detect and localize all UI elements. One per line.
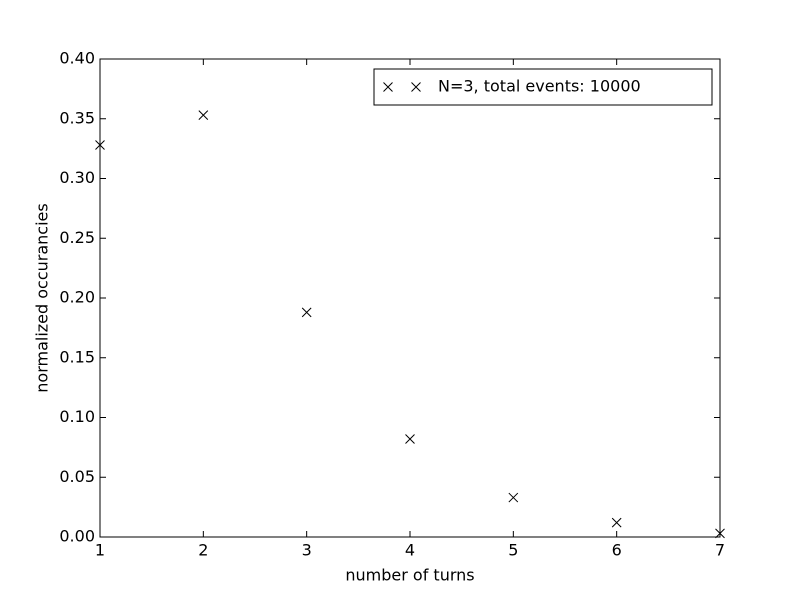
y-tick-label: 0.35 [59, 108, 95, 127]
y-tick-label: 0.40 [59, 49, 95, 68]
data-point [198, 110, 209, 121]
x-tick-label: 7 [715, 541, 725, 560]
data-point [301, 307, 312, 318]
x-tick-label: 5 [508, 541, 518, 560]
data-point [611, 517, 622, 528]
data-point [405, 434, 415, 444]
x-tick-label: 4 [405, 541, 415, 560]
y-tick-label: 0.20 [59, 288, 95, 307]
x-tick-label: 6 [612, 541, 622, 560]
legend-marker [383, 82, 393, 92]
y-tick-label: 0.15 [59, 347, 95, 366]
x-tick-label: 3 [302, 541, 312, 560]
y-tick-label: 0.00 [59, 527, 95, 546]
y-tick-label: 0.25 [59, 228, 95, 247]
legend-label: N=3, total events: 10000 [438, 77, 641, 96]
x-tick-label: 1 [95, 541, 105, 560]
legend-box [373, 68, 713, 106]
x-tick-label: 2 [198, 541, 208, 560]
y-axis-label: normalized occurancies [33, 203, 52, 392]
y-tick-label: 0.05 [59, 467, 95, 486]
data-point [508, 492, 519, 503]
y-tick-label: 0.30 [59, 168, 95, 187]
y-tick-label: 0.10 [59, 407, 95, 426]
legend-marker [411, 82, 421, 92]
plot-frame [99, 58, 721, 538]
x-axis-label: number of turns [345, 566, 474, 585]
data-point [95, 140, 105, 150]
data-point [715, 528, 725, 539]
